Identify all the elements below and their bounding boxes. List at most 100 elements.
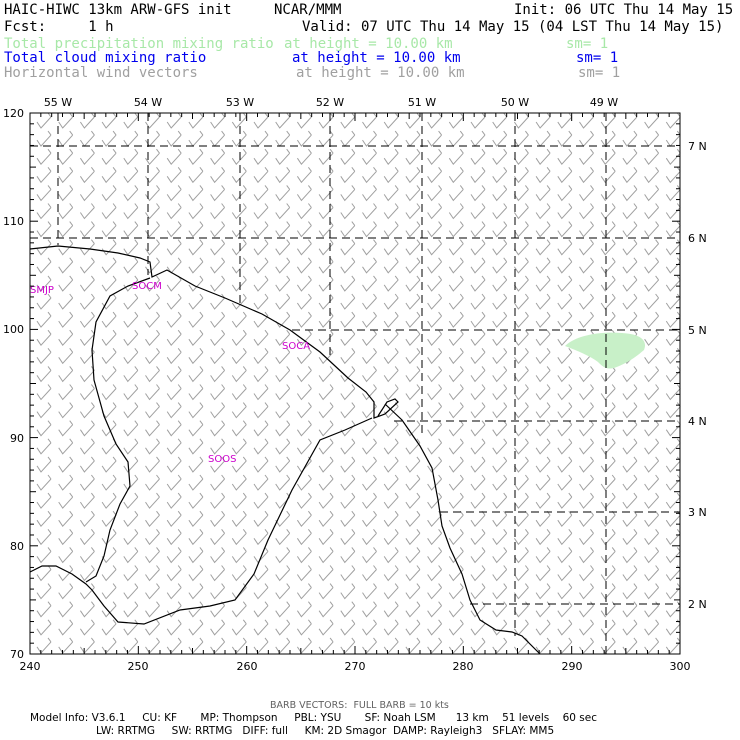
wind-barb: [166, 547, 182, 564]
wind-barb: [557, 492, 573, 509]
wind-barb: [188, 203, 204, 220]
wind-barb: [58, 510, 74, 528]
wind-barb: [210, 384, 225, 401]
wind-barb: [557, 203, 573, 220]
wind-barb: [492, 239, 508, 256]
wind-barb: [600, 637, 616, 654]
wind-barb: [340, 438, 356, 455]
wind-barb: [79, 112, 95, 129]
wind-barb: [275, 438, 291, 455]
wind-barb: [362, 221, 377, 238]
wind-barb: [535, 221, 551, 238]
wind-barb: [253, 637, 269, 654]
wind-barb: [535, 420, 551, 437]
wind-barb: [340, 384, 356, 401]
wind-barb: [210, 492, 225, 509]
model-title: HAIC-HIWC 13km ARW-GFS init: [4, 2, 232, 18]
wind-barb: [405, 637, 421, 654]
wind-barb: [79, 239, 95, 256]
wind-barb: [644, 167, 659, 184]
wind-barb: [492, 456, 508, 473]
wind-barb: [166, 529, 182, 546]
wind-barb: [188, 275, 204, 292]
wind-barb: [622, 275, 638, 292]
lat-label: 7 N: [688, 140, 707, 153]
wind-barb: [579, 293, 594, 310]
wind-barb: [340, 474, 356, 491]
wind-barb: [318, 637, 334, 654]
wind-barb: [210, 311, 225, 328]
wind-barb: [448, 366, 464, 383]
wind-barb: [296, 311, 312, 328]
wind-barb: [296, 565, 312, 582]
x-axis-labels: 240 250 260 270 280 290 300: [20, 660, 691, 673]
wind-barb: [231, 275, 247, 292]
wind-barb: [557, 420, 573, 437]
wind-barb: [275, 456, 291, 473]
wind-barb: [101, 384, 117, 401]
wind-barb: [275, 619, 291, 636]
wind-barb: [145, 529, 160, 546]
wind-barb: [58, 348, 74, 365]
wind-barb: [383, 420, 399, 437]
wind-barb: [166, 583, 182, 600]
wind-barb: [535, 275, 551, 292]
wind-barb: [557, 456, 573, 473]
wind-barb: [36, 130, 52, 147]
wind-barb: [231, 438, 247, 455]
wind-barb: [513, 275, 529, 292]
wind-barb: [123, 167, 139, 184]
wind-barb: [622, 420, 638, 437]
wind-barb: [557, 601, 573, 618]
wind-barb: [535, 510, 551, 528]
wind-barb: [665, 239, 681, 256]
wind-barb: [296, 529, 312, 546]
wind-barb: [275, 601, 291, 618]
wind-barb: [448, 257, 464, 274]
wind-barb: [579, 474, 594, 491]
wind-barb: [36, 583, 52, 600]
wind-barb: [253, 130, 269, 147]
wind-barb: [470, 293, 486, 310]
init-time: Init: 06 UTC Thu 14 May 15: [514, 2, 734, 18]
wind-barb: [535, 438, 551, 455]
wind-barb: [210, 619, 225, 636]
wind-barb: [253, 257, 269, 274]
wind-barb: [557, 474, 573, 491]
wind-barb: [296, 366, 312, 383]
wind-barb: [579, 130, 594, 147]
wind-barb: [36, 384, 52, 401]
wind-barb: [535, 148, 551, 166]
wind-barb: [253, 275, 269, 292]
wind-barb: [362, 311, 377, 328]
wind-barb: [145, 619, 160, 636]
wind-barb: [166, 456, 182, 473]
wind-barb: [622, 456, 638, 473]
wind-barb: [622, 601, 638, 618]
wind-barb: [513, 348, 529, 365]
wind-barb: [231, 402, 247, 419]
wind-barb: [448, 239, 464, 256]
wind-barb: [448, 112, 464, 129]
wind-barb: [557, 311, 573, 328]
wind-barb: [513, 492, 529, 509]
wind-barb: [665, 329, 681, 347]
wind-barb: [470, 148, 486, 166]
wind-barb: [253, 420, 269, 437]
wind-barb: [600, 474, 616, 491]
wind-barb: [557, 130, 573, 147]
wind-barb: [600, 203, 616, 220]
wind-barb: [557, 583, 573, 600]
wind-barb: [535, 257, 551, 274]
wind-barb: [535, 402, 551, 419]
wind-barb: [579, 619, 594, 636]
wind-barb: [58, 329, 74, 347]
wind-barb: [36, 438, 52, 455]
wind-barb: [557, 348, 573, 365]
wind-barb: [535, 185, 551, 202]
wind-barb: [340, 148, 356, 166]
wind-barb: [557, 547, 573, 564]
wind-barb: [557, 529, 573, 546]
wind-barb: [665, 583, 681, 600]
wind-barb: [296, 239, 312, 256]
